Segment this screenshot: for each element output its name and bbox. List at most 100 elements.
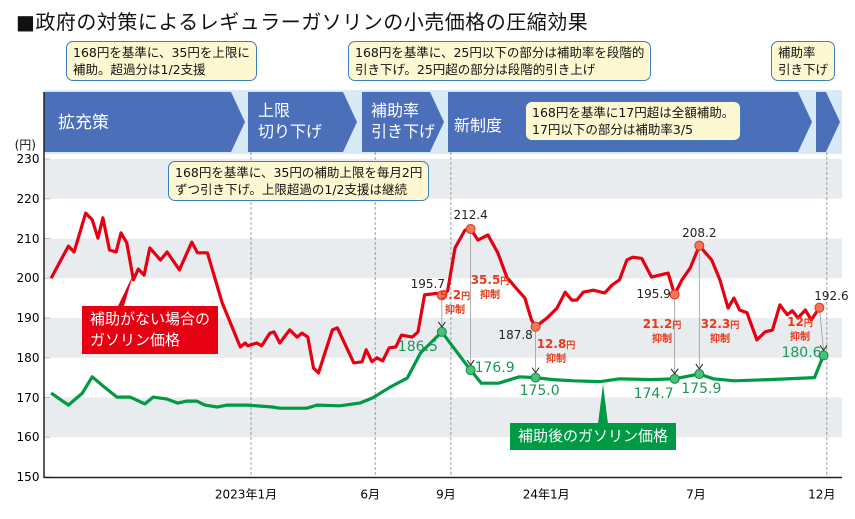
red-value-label: 187.8 [498, 327, 533, 342]
callout-rate-reduction: 168円を基準に、25円以下の部分は補助率を段階的 引き下げ。25円超の部分は段階… [348, 41, 652, 81]
chart-title: ■政府の対策によるレギュラーガソリンの小売価格の圧縮効果 [16, 10, 589, 34]
phase-line: 上限 [258, 101, 291, 120]
suppression-word: 抑制 [445, 305, 465, 316]
arrow-head-icon [819, 345, 828, 352]
suppression-amount: 12.8円 [536, 337, 576, 352]
y-tick-label: 170 [16, 390, 40, 405]
y-tick-label: 230 [16, 152, 40, 166]
suppression-word: 抑制 [546, 354, 566, 365]
red-marker [814, 302, 825, 313]
callout-line: 引き下げ [778, 62, 829, 77]
callout-line: 17円以下の部分は補助率3/5 [532, 122, 694, 137]
phase-arrow-4 [816, 92, 840, 152]
callout-line: 168円を基準に17円超は全額補助。 [532, 105, 735, 120]
y-tick-label: 190 [16, 311, 40, 325]
x-tick-label: 9月 [436, 487, 456, 502]
green-value-label: 175.9 [681, 381, 722, 398]
suppression-label: 35.5円抑制 [471, 274, 510, 302]
grid-band [44, 159, 842, 199]
green-value-label: 180.6 [781, 345, 822, 362]
arrow-head-icon [531, 367, 540, 374]
phase-label-cap-reduction: 上限 切り下げ [258, 100, 322, 142]
phase-arrow-2 [362, 92, 444, 152]
suppression-label: 32.3円抑制 [701, 318, 740, 346]
suppression-unit: 円 [500, 277, 510, 287]
x-tick-label: 2023年1月 [214, 487, 278, 502]
callout-final-rate-reduction: 補助率 引き下げ [771, 41, 836, 81]
series-label-pointer [598, 384, 608, 424]
callout-line: 168円を基準に、35円の補助上限を毎月2円 [175, 165, 423, 180]
callout-line: 引き下げ。25円超の部分は段階的引き上げ [355, 62, 596, 77]
green-marker [818, 350, 829, 361]
suppression-amount: 21.2円 [642, 317, 682, 332]
suppression-unit: 円 [461, 292, 471, 302]
phase-line: 引き下げ [371, 122, 436, 141]
series-label-line: ガソリン価格 [90, 331, 181, 349]
grid-band [44, 397, 842, 438]
suppression-unit: 円 [730, 321, 740, 331]
callout-line: ずつ引き下げ。上限超過の1/2支援は継続 [175, 182, 407, 197]
suppression-label: 12.8円抑制 [537, 338, 576, 366]
suppression-unit: 円 [566, 341, 576, 351]
y-tick-label: 180 [16, 350, 40, 365]
x-tick-label: 6月 [360, 487, 381, 502]
suppression-amount: 12円 [787, 315, 813, 330]
green-value-label: 174.7 [633, 385, 674, 402]
suppression-label: 9.2円抑制 [440, 289, 470, 317]
y-tick-label: 220 [16, 191, 40, 206]
y-axis-unit: (円) [14, 138, 36, 152]
green-marker [530, 372, 541, 383]
red-value-label: 195.9 [636, 286, 671, 301]
green-marker [669, 373, 680, 384]
suppression-amount: 9.2円 [439, 288, 471, 303]
callout-cap-reduction: 168円を基準に、35円の補助上限を毎月2円 ずつ引き下げ。上限超過の1/2支援は… [168, 161, 430, 201]
series-label-no-subsidy: 補助がない場合の ガソリン価格 [82, 306, 219, 354]
suppression-unit: 円 [803, 319, 813, 329]
suppression-line [819, 307, 824, 351]
callout-line: 168円を基準に、35円を上限に [73, 45, 250, 60]
suppression-word: 抑制 [480, 290, 500, 301]
suppression-label: 12円抑制 [787, 316, 813, 344]
suppression-amount: 32.3円 [700, 317, 740, 332]
phase-label-new-system: 新制度 [454, 116, 503, 135]
callout-line: 補助。超過分は1/2支援 [73, 62, 206, 77]
suppression-word: 抑制 [790, 332, 810, 343]
y-tick-label: 200 [16, 271, 40, 286]
red-marker [694, 240, 705, 251]
callout-new-system: 168円を基準に17円超は全額補助。 17円以下の部分は補助率3/5 [525, 101, 742, 141]
red-marker [669, 289, 680, 300]
red-value-label: 212.4 [453, 207, 488, 222]
series-label-line: 補助がない場合の [90, 310, 211, 328]
series-line-1 [50, 330, 825, 410]
green-marker [436, 326, 447, 337]
phase-arrow-0 [44, 92, 245, 152]
green-value-label: 176.9 [474, 360, 515, 377]
y-tick-label: 160 [16, 430, 40, 445]
red-value-label: 208.2 [682, 225, 717, 240]
green-value-label: 175.0 [519, 382, 560, 399]
phase-line: 切り下げ [258, 122, 323, 141]
green-marker [694, 369, 705, 380]
suppression-word: 抑制 [652, 334, 672, 345]
callout-line: 補助率 [778, 45, 816, 60]
red-marker [530, 321, 541, 332]
suppression-amount: 35.5円 [470, 273, 510, 288]
x-tick-label: 24年1月 [522, 487, 570, 502]
callout-line: 168円を基準に、25円以下の部分は補助率を段階的 [355, 45, 645, 60]
phase-label-rate-reduction: 補助率 引き下げ [371, 100, 435, 142]
phase-label-expansion: 拡充策 [58, 113, 109, 133]
series-line-0 [49, 211, 821, 375]
phase-arrow-1 [248, 92, 357, 152]
red-value-label: 195.7 [410, 277, 446, 292]
y-tick-label: 210 [16, 231, 40, 246]
red-value-label: 192.6 [814, 288, 849, 303]
red-marker [465, 223, 476, 234]
suppression-label: 21.2円抑制 [643, 318, 682, 346]
suppression-word: 抑制 [710, 334, 730, 345]
arrow-head-icon [695, 363, 704, 370]
callout-expansion: 168円を基準に、35円を上限に 補助。超過分は1/2支援 [66, 41, 257, 81]
series-label-pointer [118, 275, 133, 306]
phase-line: 補助率 [371, 101, 420, 120]
x-tick-label: 7月 [686, 487, 706, 502]
